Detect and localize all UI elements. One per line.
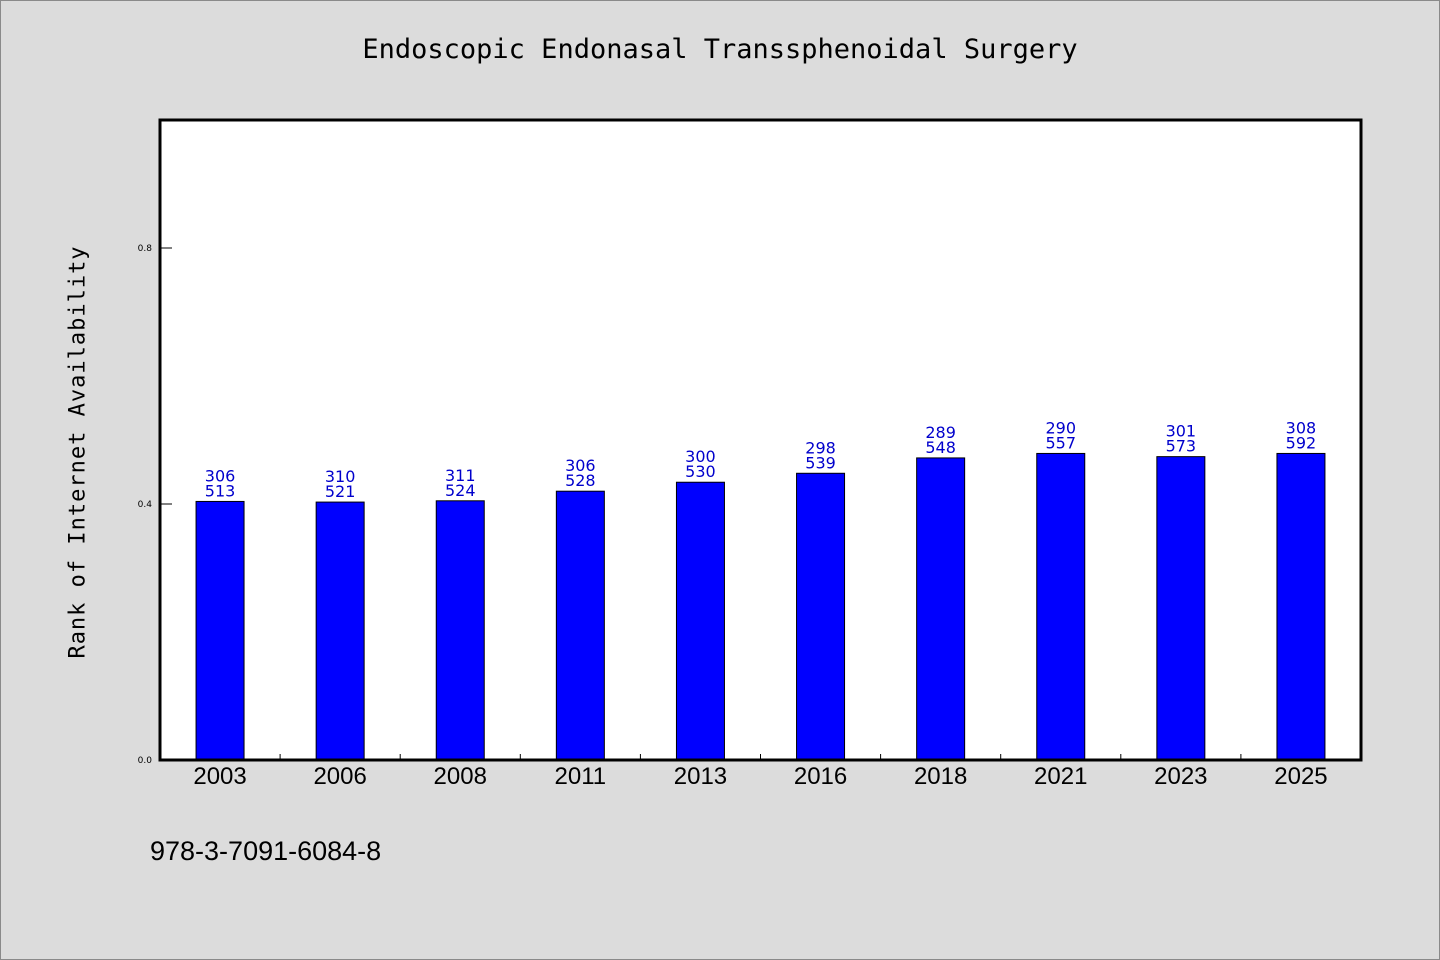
data-label: 289 bbox=[925, 423, 956, 442]
plot-border bbox=[158, 118, 1363, 762]
data-label: 310 bbox=[325, 467, 356, 486]
isbn-text: 978-3-7091-6084-8 bbox=[150, 836, 382, 866]
data-label: 573 bbox=[1166, 437, 1197, 456]
bar bbox=[1156, 456, 1206, 761]
data-label: 548 bbox=[925, 438, 956, 457]
x-tick-label: 2018 bbox=[914, 763, 967, 790]
data-label: 557 bbox=[1045, 433, 1076, 452]
x-tick-label: 2025 bbox=[1274, 763, 1327, 790]
data-label: 301 bbox=[1166, 422, 1197, 441]
y-tick-label: 0.4 bbox=[138, 500, 153, 510]
data-label: 311 bbox=[445, 466, 476, 485]
x-tick-label: 2023 bbox=[1154, 763, 1207, 790]
bar bbox=[555, 490, 605, 761]
data-label: 308 bbox=[1286, 418, 1317, 437]
x-tick-label: 2003 bbox=[193, 763, 246, 790]
bar bbox=[916, 457, 966, 761]
data-label: 300 bbox=[685, 447, 716, 466]
x-tick-label: 2006 bbox=[313, 763, 366, 790]
data-label: 530 bbox=[685, 462, 716, 481]
bar bbox=[435, 500, 485, 761]
y-tick-label: 0.0 bbox=[138, 756, 153, 766]
data-label: 524 bbox=[445, 481, 476, 500]
data-label: 298 bbox=[805, 438, 836, 457]
data-label: 513 bbox=[205, 481, 236, 500]
x-tick-label: 2011 bbox=[555, 763, 607, 790]
x-tick-label: 2016 bbox=[794, 763, 847, 790]
bar bbox=[315, 501, 365, 761]
bar bbox=[195, 500, 245, 761]
data-label: 539 bbox=[805, 453, 836, 472]
data-label: 592 bbox=[1286, 433, 1317, 452]
bar bbox=[1276, 452, 1326, 761]
data-label: 290 bbox=[1045, 418, 1076, 437]
data-label: 306 bbox=[565, 456, 596, 475]
data-label: 528 bbox=[565, 471, 596, 490]
x-tick-label: 2013 bbox=[674, 763, 727, 790]
bar bbox=[675, 481, 725, 761]
x-tick-label: 2008 bbox=[434, 763, 487, 790]
bar bbox=[1036, 452, 1086, 761]
data-label: 306 bbox=[205, 466, 236, 485]
data-label: 521 bbox=[325, 482, 356, 501]
chart-title: Endoscopic Endonasal Transsphenoidal Sur… bbox=[362, 34, 1078, 65]
bar bbox=[796, 472, 846, 761]
x-tick-label: 2021 bbox=[1034, 763, 1087, 790]
y-tick-label: 0.8 bbox=[138, 244, 153, 254]
